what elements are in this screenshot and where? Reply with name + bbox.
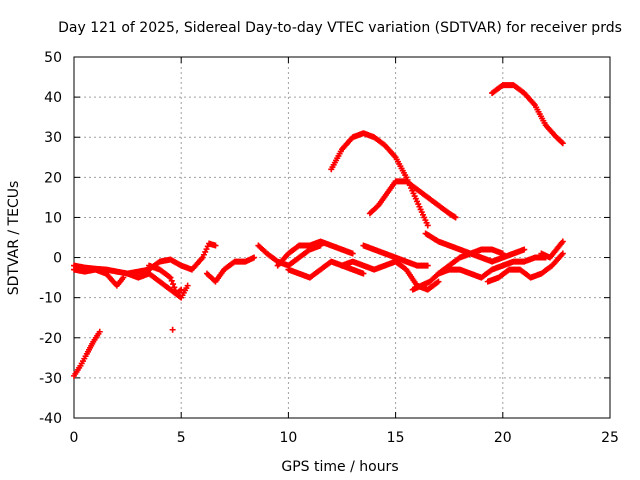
data-point xyxy=(424,222,431,229)
series-arc-1 xyxy=(71,328,103,379)
y-tick-label: -30 xyxy=(39,371,62,387)
y-tick-label: 30 xyxy=(44,130,62,146)
y-axis-label: SDTVAR / TECUs xyxy=(6,181,22,296)
series-arc-17 xyxy=(435,254,549,281)
data-point xyxy=(212,242,219,249)
data-point xyxy=(166,273,173,280)
series-arc-8 xyxy=(255,242,324,269)
y-tick-label: 50 xyxy=(44,50,62,66)
x-axis-label: GPS time / hours xyxy=(281,459,398,475)
series-arc-11 xyxy=(328,130,431,229)
plot-frame xyxy=(73,56,611,419)
data-point xyxy=(435,278,442,285)
series-arc-16 xyxy=(422,230,528,265)
data-point xyxy=(169,326,176,333)
y-tick-label: -10 xyxy=(39,291,62,307)
data-point xyxy=(170,281,177,288)
series-arc-14 xyxy=(366,178,459,221)
data-point xyxy=(521,246,528,253)
data-point xyxy=(559,238,566,245)
data-point xyxy=(96,328,103,335)
data-point xyxy=(168,277,175,284)
series-arc-19 xyxy=(538,238,566,261)
series-arc-20 xyxy=(489,82,566,147)
y-tick-label: 20 xyxy=(44,170,62,186)
data-point xyxy=(178,286,185,293)
series-arc-5 xyxy=(146,262,185,297)
x-tick-label: 15 xyxy=(387,430,405,446)
x-tick-label: 25 xyxy=(601,430,619,446)
x-tick-label: 5 xyxy=(177,430,186,446)
data-point xyxy=(349,250,356,257)
series-arc-7 xyxy=(169,326,176,333)
y-tick-label: 0 xyxy=(53,251,62,267)
chart-title: Day 121 of 2025, Sidereal Day-to-day VTE… xyxy=(58,20,622,36)
series-arc-18 xyxy=(484,250,566,285)
y-tick-label: -40 xyxy=(39,411,62,427)
x-tick-label: 0 xyxy=(70,430,79,446)
series-arc-6 xyxy=(203,254,258,285)
y-tick-label: -20 xyxy=(39,331,62,347)
grid-layer xyxy=(74,57,610,418)
data-point xyxy=(251,254,258,261)
tick-layer: -40 -30 -20 -10 0 10 20 30 40 50 0 5 10 15 20 25 xyxy=(39,50,619,446)
series-arc-3 xyxy=(71,266,127,289)
series-arc-12 xyxy=(360,242,431,269)
data-layer xyxy=(71,82,566,379)
y-tick-label: 40 xyxy=(44,90,62,106)
data-point xyxy=(171,284,178,291)
data-point xyxy=(167,274,174,281)
x-tick-label: 10 xyxy=(279,430,297,446)
data-point xyxy=(452,214,459,221)
data-point xyxy=(360,270,367,277)
data-point xyxy=(424,262,431,269)
y-tick-label: 10 xyxy=(44,210,62,226)
data-point xyxy=(559,140,566,147)
x-tick-label: 20 xyxy=(494,430,512,446)
series-arc-9 xyxy=(274,238,356,269)
data-point xyxy=(559,250,566,257)
data-point xyxy=(177,287,184,294)
data-point xyxy=(184,282,191,289)
data-point xyxy=(434,279,441,286)
data-point xyxy=(120,274,127,281)
series-arc-4 xyxy=(124,270,191,301)
data-point xyxy=(558,139,565,146)
